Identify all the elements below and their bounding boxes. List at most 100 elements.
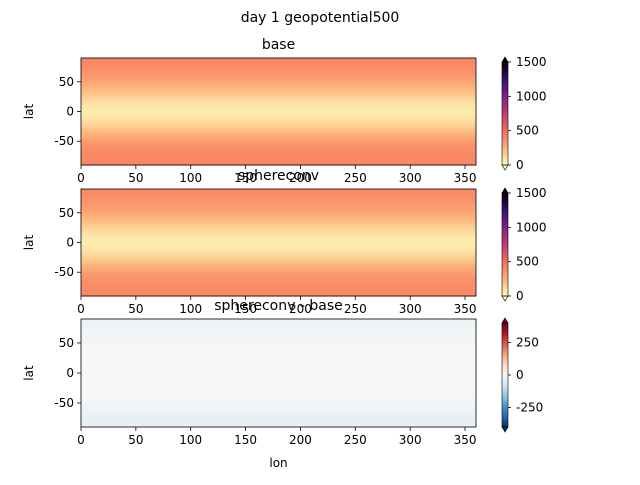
colorbar-segment [502,72,508,75]
x-tick-label: 100 [179,302,202,316]
ylabel-difference: lat [22,365,36,381]
heatmap-cell [81,206,476,210]
heatmap-cell [81,72,476,75]
heatmap-cell [81,267,476,270]
heatmap-cell [81,371,476,374]
heatmap-cell [81,322,476,325]
colorbar-tick-label: 1500 [516,186,547,200]
heatmap-cell [81,389,476,392]
colorbar-segment [502,236,508,239]
colorbar-segment [502,62,508,65]
heatmap-cell [81,276,476,279]
heatmap-cell [81,319,476,322]
colorbar-segment [502,213,508,217]
colorbar-segment [502,219,508,223]
ylabel-sphereconv: lat [22,235,36,251]
heatmap-cell [81,338,476,342]
colorbar-segment [502,345,508,349]
colorbar-tick-label: 0 [516,289,524,303]
x-tick-label: 0 [77,433,85,447]
heatmap-cell [81,111,476,114]
colorbar-segment [502,86,508,90]
heatmap-cell [81,131,476,134]
y-tick-label: -50 [54,396,74,410]
heatmap-sphereconv [81,189,476,297]
colorbar-extend-max [501,56,509,63]
heatmap-cell [81,418,476,421]
colorbar-segment [502,132,508,135]
heatmap-cell [81,147,476,150]
heatmap-cell [81,271,476,274]
heatmap-cell [81,335,476,338]
colorbar-segment [502,232,508,235]
heatmap-cell [81,421,476,424]
heatmap-cell [81,416,476,419]
heatmap-cell [81,353,476,356]
colorbar-segment [502,92,508,96]
heatmap-cell [81,132,476,136]
x-tick-label: 100 [179,433,202,447]
panel-title-difference: sphereconv - base [214,298,342,314]
colorbar-base: 0 500 1000 1500 [501,55,547,172]
heatmap-cell [81,380,476,383]
colorbar-extend-min [501,426,509,433]
colorbar-segment [502,197,508,200]
y-tick-label: 0 [66,366,74,380]
heatmap-cell [81,136,476,139]
heatmap-cell [81,331,476,334]
colorbar-frame [501,192,509,297]
heatmap-cell [81,194,476,197]
heatmap-cell [81,367,476,370]
heatmap-cell [81,235,476,238]
heatmap-cell [81,251,476,254]
colorbar-segment [502,78,508,82]
colorbar-segment [502,254,508,258]
heatmap-cell [81,219,476,222]
colorbar-segment [502,64,508,67]
heatmap-cell [81,66,476,70]
heatmap-cell [81,262,476,265]
heatmap-cell [81,351,476,354]
x-tick-label: 200 [289,302,312,316]
colorbar-segment [502,140,508,143]
colorbar-segment [502,341,508,345]
colorbar-segment [502,160,508,164]
heatmap-cell [81,237,476,240]
heatmap-cell [81,127,476,130]
heatmap-cell [81,205,476,208]
heatmap-cell [81,104,476,107]
heatmap-cell [81,337,476,340]
colorbar-segment [502,356,508,359]
heatmap-cell [81,378,476,381]
colorbar-segment [502,391,508,395]
colorbar-segment [502,360,508,364]
panel-sphereconv: sphereconv lat 0 50 100 150 200 250 300 350500-… [22,168,547,316]
heatmap-cell [81,272,476,276]
colorbar-segment [502,129,508,133]
colorbar-segment [502,193,508,196]
x-tick-label: 200 [289,433,312,447]
x-tick-label: 350 [454,171,477,185]
heatmap-cell [81,161,476,164]
heatmap-cell [81,86,476,89]
colorbar-segment [502,221,508,225]
heatmap-cell [81,260,476,263]
colorbar-segment [502,273,508,276]
heatmap-cell [81,329,476,333]
heatmap-cell [81,93,476,97]
heatmap-cell [81,100,476,104]
colorbar-segment [502,265,508,268]
panel-title-sphereconv: sphereconv [238,168,319,184]
heatmap-cell [81,396,476,399]
colorbar-segment [502,105,508,108]
colorbar-segment [502,209,508,213]
heatmap-cell [81,392,476,396]
colorbar-segment [502,393,508,397]
colorbar-segment [502,238,508,241]
colorbar-segment [502,372,508,376]
heatmap-cell [81,400,476,403]
heatmap-cell [81,122,476,125]
colorbar-segment [502,377,508,380]
colorbar-segment [502,379,508,382]
heatmap-cell [81,391,476,394]
